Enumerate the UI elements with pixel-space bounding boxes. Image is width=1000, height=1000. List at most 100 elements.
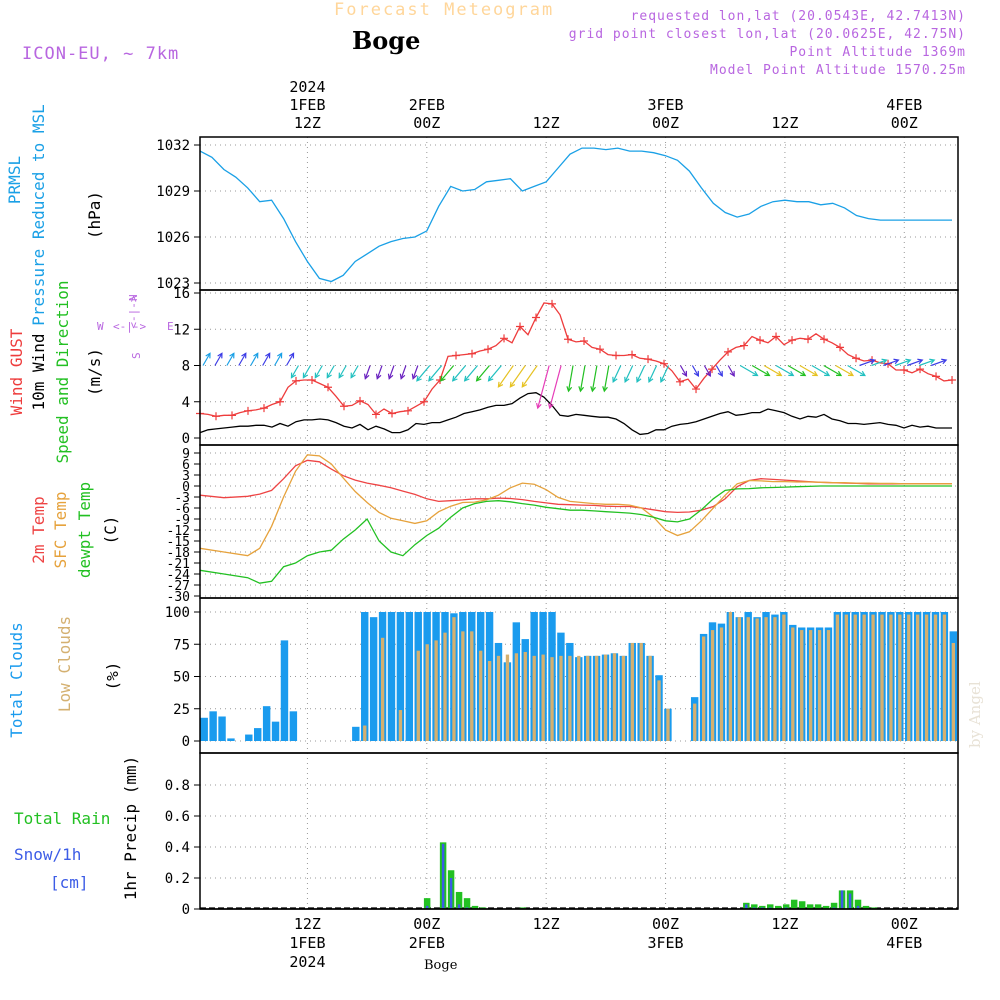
wind-direction-arrow: [464, 365, 478, 382]
pressure-axis-tick-label: 1032: [156, 138, 190, 154]
total-cloud-bar: [227, 738, 235, 741]
bottom-time-label: 00Z: [652, 915, 679, 933]
wind-direction-arrow: [636, 365, 646, 383]
low-cloud-bar: [942, 614, 947, 741]
temp-dewpt-line: [199, 485, 952, 584]
low-cloud-bar: [487, 661, 492, 741]
top-time-label: 2024: [289, 78, 325, 96]
wind-direction-arrow: [895, 359, 911, 367]
gust-marker: [788, 336, 797, 345]
wind-arrow-head: [636, 376, 642, 383]
snow-bar: [784, 907, 788, 909]
low-cloud-bar: [639, 642, 643, 741]
gust-marker: [628, 350, 637, 359]
wind-arrow-head: [451, 375, 458, 382]
wind-unit-label: (m/s): [85, 348, 104, 396]
wind-arrow-head: [764, 370, 771, 377]
low-cloud-bar: [853, 614, 857, 741]
rain-bar: [862, 905, 870, 909]
gust-marker: [692, 385, 701, 394]
wind-direction-arrow: [488, 365, 502, 382]
low-cloud-bar: [737, 617, 741, 741]
wind-direction-arrow: [799, 364, 818, 377]
snow-bar: [441, 843, 445, 909]
low-cloud-bar: [363, 725, 367, 741]
wind-10m-label: 10m Wind: [29, 333, 48, 410]
wind-arrow-head: [411, 373, 418, 380]
precip-unit-label: 1hr Precip (mm): [121, 756, 140, 901]
wind-arrow-head: [602, 386, 608, 393]
bottom-time-label: 12Z: [294, 915, 321, 933]
rain-bar: [870, 907, 878, 909]
wind-arrow-head: [717, 370, 723, 377]
temp-axis-tick-label: -24: [167, 568, 191, 583]
top-time-label: 12Z: [533, 114, 560, 132]
model-point-altitude: Model Point Altitude 1570.25m: [710, 63, 966, 78]
low-cloud-bar: [443, 632, 447, 741]
wind-arrow-head: [387, 373, 394, 380]
wind-direction-arrow: [286, 353, 295, 366]
wind-direction-arrow: [835, 364, 854, 377]
low-cloud-bar: [630, 642, 634, 741]
gust-marker: [676, 377, 685, 386]
panel-frame: [199, 444, 959, 599]
wind-axis-tick-label: 12: [173, 322, 190, 338]
wind-arrow-head: [217, 352, 223, 359]
low-cloud-bar: [889, 614, 893, 741]
total-cloud-bar: [405, 612, 414, 741]
wind-direction-arrow: [250, 353, 259, 366]
bottom-time-label: 1FEB: [289, 934, 325, 952]
top-time-label: 12Z: [294, 114, 321, 132]
wind-arrow-head: [399, 373, 406, 380]
low-cloud-bar: [577, 655, 581, 741]
wind-arrow-head: [824, 370, 831, 377]
wind-direction-arrow: [350, 365, 359, 378]
low-cloud-bar: [657, 680, 661, 741]
wind-direction-arrow: [428, 365, 443, 382]
cloud-axis-tick-label: 75: [173, 637, 190, 653]
low-cloud-bar: [568, 655, 572, 741]
gust-marker: [772, 332, 781, 341]
rain-bar: [814, 904, 822, 909]
wind-arrow-head: [869, 358, 876, 365]
wind-direction-arrow: [787, 364, 806, 377]
wind-arrow-head: [338, 372, 344, 379]
wind-direction-arrow: [930, 359, 947, 367]
top-time-label: 00Z: [652, 114, 679, 132]
gust-marker: [372, 410, 381, 419]
rain-bar: [455, 891, 463, 909]
model-label: ICON-EU, ~ 7km: [22, 44, 180, 64]
gust-marker: [420, 397, 429, 406]
gust-marker: [468, 349, 477, 358]
cloud-unit-label: (%): [103, 662, 122, 691]
rain-bar: [822, 905, 830, 909]
low-cloud-bar: [693, 703, 697, 741]
compass-east: E: [167, 320, 174, 333]
grid-point-coordinates: grid point closest lon,lat (20.0625E, 42…: [568, 27, 966, 42]
low-cloud-bar: [701, 636, 706, 741]
precip-axis-tick-label: 0.6: [165, 809, 190, 825]
gust-marker: [820, 335, 829, 344]
rain-bar: [806, 904, 814, 909]
panel-frame: [199, 752, 959, 910]
total-cloud-bar: [200, 717, 208, 741]
wind-direction-arrow: [400, 365, 407, 379]
wind-direction-arrow: [603, 365, 610, 392]
pressure-label-line2: Pressure Reduced to MSL: [29, 104, 48, 326]
wind-direction-arrow: [226, 353, 235, 366]
wind-arrow-head: [416, 375, 422, 382]
low-cloud-bar: [791, 627, 795, 741]
temp-axis-tick-label: -21: [167, 557, 190, 572]
low-cloud-bar: [728, 612, 733, 741]
wind-direction-arrow: [727, 365, 735, 377]
low-cloud-bar: [452, 617, 456, 741]
precip-axis-tick-label: 0.8: [165, 778, 190, 794]
temp-axis-tick-label: -12: [167, 524, 190, 539]
rain-bar: [798, 901, 806, 909]
gust-marker: [324, 383, 333, 392]
low-cloud-bar: [479, 650, 483, 741]
snow-bar: [856, 905, 860, 909]
bottom-time-label: 4FEB: [886, 934, 922, 952]
temp-axis-tick-label: -30: [167, 590, 190, 605]
temp-axis-tick-label: -9: [174, 513, 190, 528]
